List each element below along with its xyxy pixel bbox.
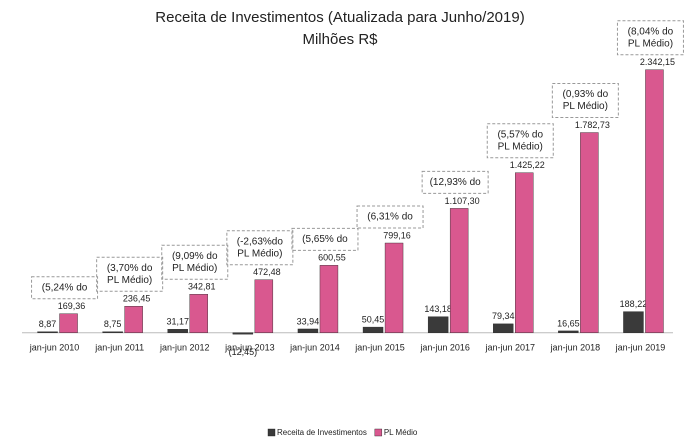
x-tick-label: jan-jun 2016 (419, 342, 470, 352)
bar (384, 242, 404, 333)
legend-label: PL Médio (384, 428, 418, 437)
annotation: PL Médio) (172, 263, 217, 274)
x-tick-label: jan-jun 2018 (550, 342, 601, 352)
bar (623, 311, 644, 333)
bar (232, 332, 254, 335)
annotation-box (616, 20, 684, 56)
annotation-box (96, 256, 164, 292)
bar (189, 294, 208, 333)
annotation: (12,93% do (430, 177, 482, 188)
annotation: (5,65% do (302, 234, 348, 245)
bar (167, 329, 188, 333)
bar (37, 331, 58, 333)
x-tick-label: jan-jun 2011 (94, 342, 144, 352)
value-label: 1.425,22 (510, 160, 545, 170)
value-label: 169,36 (58, 301, 86, 311)
annotation-box (486, 123, 554, 159)
legend-label: Receita de Investimentos (277, 428, 367, 437)
annotation: PL Médio) (563, 101, 608, 112)
x-tick-label: jan-jun 2012 (159, 342, 210, 352)
annotation-box (421, 170, 489, 194)
bar (645, 69, 664, 333)
value-label: 33,94 (297, 316, 320, 326)
annotation-box (226, 230, 294, 266)
legend-swatch (267, 428, 276, 437)
value-label: 1.782,73 (575, 120, 610, 130)
bar (254, 279, 274, 333)
annotation-box (291, 227, 359, 251)
annotation: (6,31% do (367, 212, 413, 223)
annotation: (3,70% do (107, 263, 153, 274)
value-label: 2.342,15 (640, 57, 675, 67)
bar (124, 306, 143, 333)
bar (515, 172, 534, 333)
x-tick-label: jan-jun 2014 (289, 342, 340, 352)
value-label: 236,45 (123, 294, 151, 304)
annotation: (-2,63%do (237, 236, 284, 247)
value-label: 799,16 (383, 230, 411, 240)
annotation: PL Médio) (498, 141, 543, 152)
bar (558, 330, 579, 333)
x-tick-label: jan-jun 2017 (484, 342, 535, 352)
chart-subtitle: Milhões R$ (302, 31, 378, 48)
annotation: (8,04% do (628, 26, 674, 37)
value-label: 472,48 (253, 267, 281, 277)
bar (427, 316, 449, 333)
x-tick-label: jan-jun 2019 (615, 342, 666, 352)
bar (297, 328, 319, 333)
value-label: 342,81 (188, 282, 216, 292)
annotation-box (31, 276, 99, 300)
value-label: (12,45) (229, 347, 258, 357)
value-label: 8,87 (39, 319, 57, 329)
bar (102, 331, 123, 333)
x-tick-label: jan-jun 2015 (354, 342, 405, 352)
annotation: PL Médio) (237, 248, 282, 259)
annotation: (9,09% do (172, 251, 218, 262)
bar (59, 313, 78, 333)
annotation: PL Médio) (628, 38, 673, 49)
annotation: (5,24% do (42, 282, 88, 293)
value-label: 50,45 (362, 314, 385, 324)
annotation: PL Médio) (107, 275, 152, 286)
bar (580, 132, 599, 333)
legend-swatch (374, 428, 383, 437)
annotation-box (551, 83, 619, 119)
value-label: 16,65 (557, 318, 580, 328)
bar (362, 326, 384, 333)
bar (449, 208, 469, 333)
annotation-box (356, 205, 424, 229)
value-label: 600,55 (318, 253, 346, 263)
annotation-box (161, 244, 229, 280)
x-tick-label: jan-jun 2013 (224, 342, 275, 352)
value-label: 31,17 (166, 317, 189, 327)
bar (319, 265, 339, 333)
chart-title: Receita de Investimentos (Atualizada par… (155, 9, 524, 26)
value-label: 1.107,30 (445, 196, 480, 206)
annotation: (0,93% do (563, 89, 609, 100)
value-label: 143,18 (424, 304, 452, 314)
value-label: 188,22 (620, 299, 648, 309)
x-tick-label: jan-jun 2010 (29, 342, 80, 352)
value-label: 8,75 (104, 319, 122, 329)
bar (493, 323, 514, 333)
annotation: (5,57% do (497, 129, 543, 140)
value-label: 79,34 (492, 311, 515, 321)
